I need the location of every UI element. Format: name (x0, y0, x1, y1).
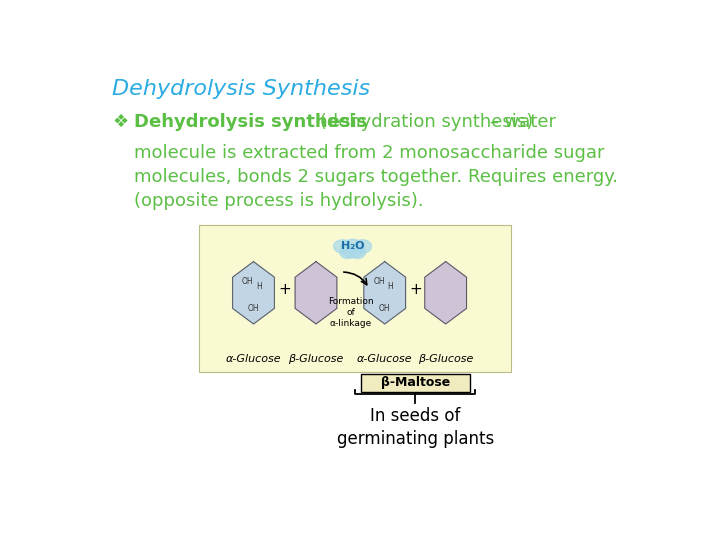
FancyBboxPatch shape (199, 225, 511, 373)
Text: β-Maltose: β-Maltose (381, 376, 450, 389)
Text: α-Glucose: α-Glucose (357, 354, 413, 364)
Text: In seeds of
germinating plants: In seeds of germinating plants (336, 407, 494, 448)
Polygon shape (364, 261, 405, 324)
Text: OH: OH (248, 304, 259, 313)
Text: ❖: ❖ (112, 113, 128, 131)
Text: (dehydration synthesis): (dehydration synthesis) (315, 113, 534, 131)
Text: β-Glucose: β-Glucose (418, 354, 473, 364)
Text: – water: – water (485, 113, 557, 131)
Text: molecule is extracted from 2 monosaccharide sugar
molecules, bonds 2 sugars toge: molecule is extracted from 2 monosacchar… (133, 144, 618, 211)
Circle shape (340, 247, 356, 259)
Polygon shape (425, 261, 467, 324)
Circle shape (333, 240, 351, 253)
Text: Formation
of
α-linkage: Formation of α-linkage (328, 297, 374, 328)
Text: OH: OH (242, 278, 253, 286)
FancyBboxPatch shape (361, 374, 470, 392)
Text: Dehydrolysis synthesis: Dehydrolysis synthesis (133, 113, 366, 131)
Circle shape (341, 239, 365, 258)
Text: H₂O: H₂O (341, 241, 364, 252)
Text: H: H (387, 282, 393, 291)
Circle shape (350, 247, 365, 259)
Text: OH: OH (374, 278, 385, 286)
Polygon shape (233, 261, 274, 324)
Text: α-Glucose: α-Glucose (225, 354, 282, 364)
Text: +: + (410, 282, 423, 297)
Polygon shape (295, 261, 337, 324)
Text: β-Glucose: β-Glucose (288, 354, 343, 364)
Text: Dehydrolysis Synthesis: Dehydrolysis Synthesis (112, 79, 371, 99)
Text: OH: OH (379, 304, 390, 313)
Text: +: + (279, 282, 291, 297)
Circle shape (354, 240, 372, 253)
Text: H: H (256, 282, 262, 291)
